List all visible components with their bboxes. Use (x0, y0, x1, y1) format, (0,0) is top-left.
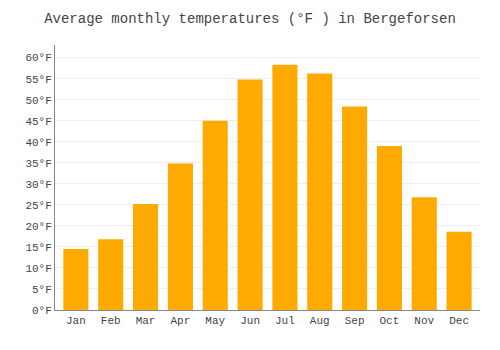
svg-text:Average monthly temperatures (: Average monthly temperatures (°F ) in Be… (44, 11, 456, 27)
svg-text:25°F: 25°F (25, 200, 51, 212)
svg-text:May: May (205, 315, 225, 327)
svg-text:20°F: 20°F (25, 221, 51, 233)
svg-text:60°F: 60°F (25, 52, 51, 64)
svg-text:Nov: Nov (414, 315, 434, 327)
svg-text:0°F: 0°F (32, 305, 52, 317)
svg-text:Mar: Mar (136, 315, 156, 327)
svg-text:40°F: 40°F (25, 137, 51, 149)
svg-text:45°F: 45°F (25, 116, 51, 128)
svg-text:Sep: Sep (345, 315, 365, 327)
svg-text:55°F: 55°F (25, 74, 51, 86)
svg-text:35°F: 35°F (25, 158, 51, 170)
svg-text:Feb: Feb (101, 315, 121, 327)
svg-text:Dec: Dec (449, 315, 469, 327)
svg-text:50°F: 50°F (25, 95, 51, 107)
svg-text:Oct: Oct (380, 315, 400, 327)
svg-text:30°F: 30°F (25, 179, 51, 191)
svg-text:Apr: Apr (171, 315, 191, 327)
svg-text:10°F: 10°F (25, 263, 51, 275)
svg-text:Aug: Aug (310, 315, 330, 327)
svg-text:15°F: 15°F (25, 242, 51, 254)
svg-text:Jun: Jun (240, 315, 260, 327)
svg-text:5°F: 5°F (32, 284, 52, 296)
svg-text:Jul: Jul (275, 315, 295, 327)
svg-text:Jan: Jan (66, 315, 86, 327)
